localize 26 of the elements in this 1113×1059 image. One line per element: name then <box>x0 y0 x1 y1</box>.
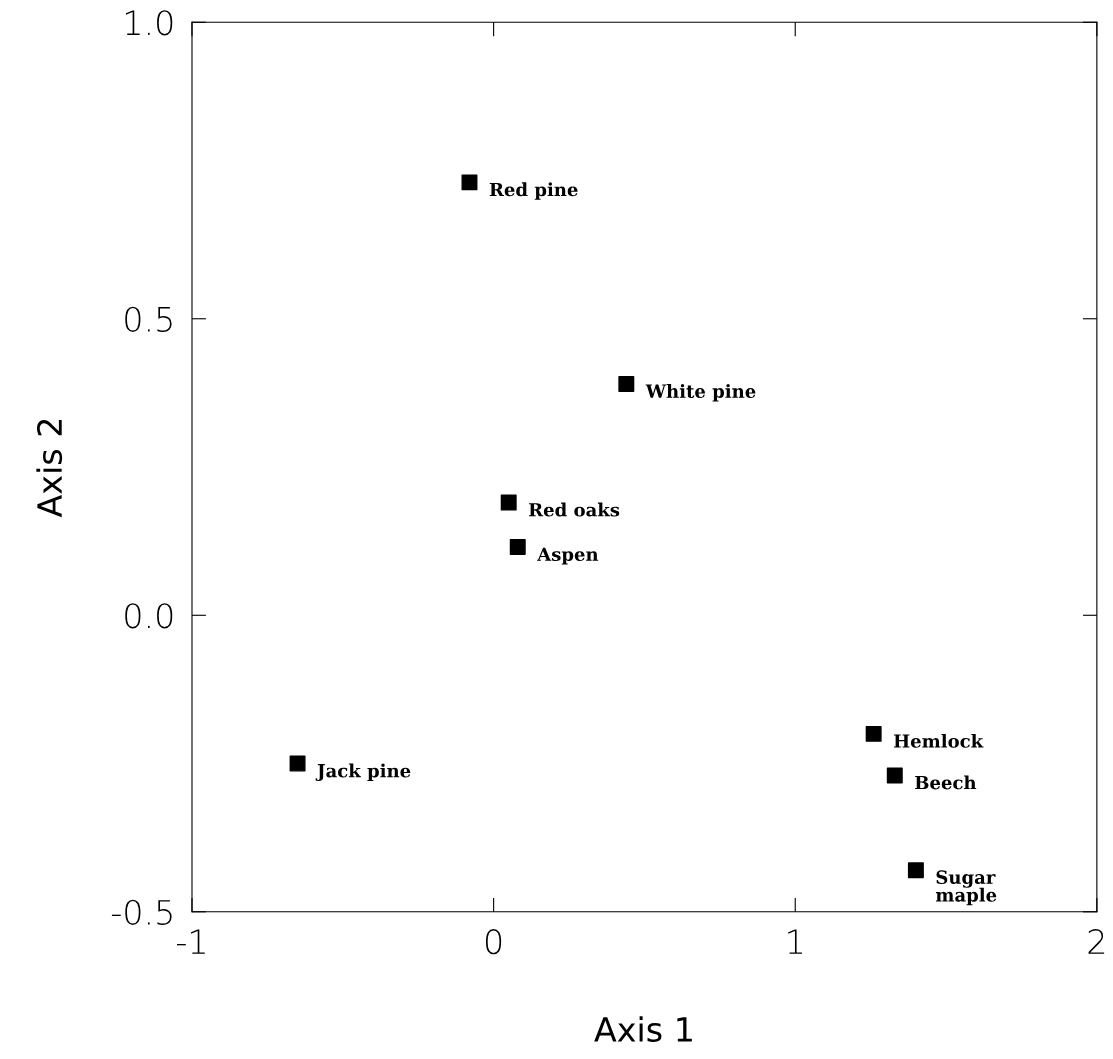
x-axis-title: Axis 1 <box>594 1016 692 1043</box>
x-tick-label: 1 <box>788 929 802 954</box>
annotation: Red pine <box>489 182 578 200</box>
annotation: Hemlock <box>893 733 984 748</box>
point <box>907 862 924 879</box>
point <box>509 539 526 556</box>
y-axis-title: Axis 2 <box>36 419 63 518</box>
y-tick-label: 0.5 <box>125 306 172 332</box>
annotation: Beech <box>915 775 977 790</box>
annotation: Aspen <box>537 547 599 565</box>
x-tick-label: 2 <box>1088 929 1105 954</box>
y-tick-label: 1.0 <box>125 10 173 36</box>
point <box>618 376 635 392</box>
x-tick-label: 0 <box>485 929 502 955</box>
point <box>461 174 478 191</box>
point <box>865 725 882 742</box>
y-tick-label: 0.0 <box>125 603 173 629</box>
y-tick-label: -0.5 <box>111 899 172 925</box>
point <box>500 494 517 511</box>
point <box>886 767 903 784</box>
annotation: Jack pine <box>315 763 411 782</box>
annotation: Sugar maple <box>935 870 997 906</box>
x-tick-label: -1 <box>177 929 205 954</box>
point <box>289 755 306 772</box>
annotation: White pine <box>645 383 756 402</box>
annotation: Red oaks <box>528 502 620 517</box>
